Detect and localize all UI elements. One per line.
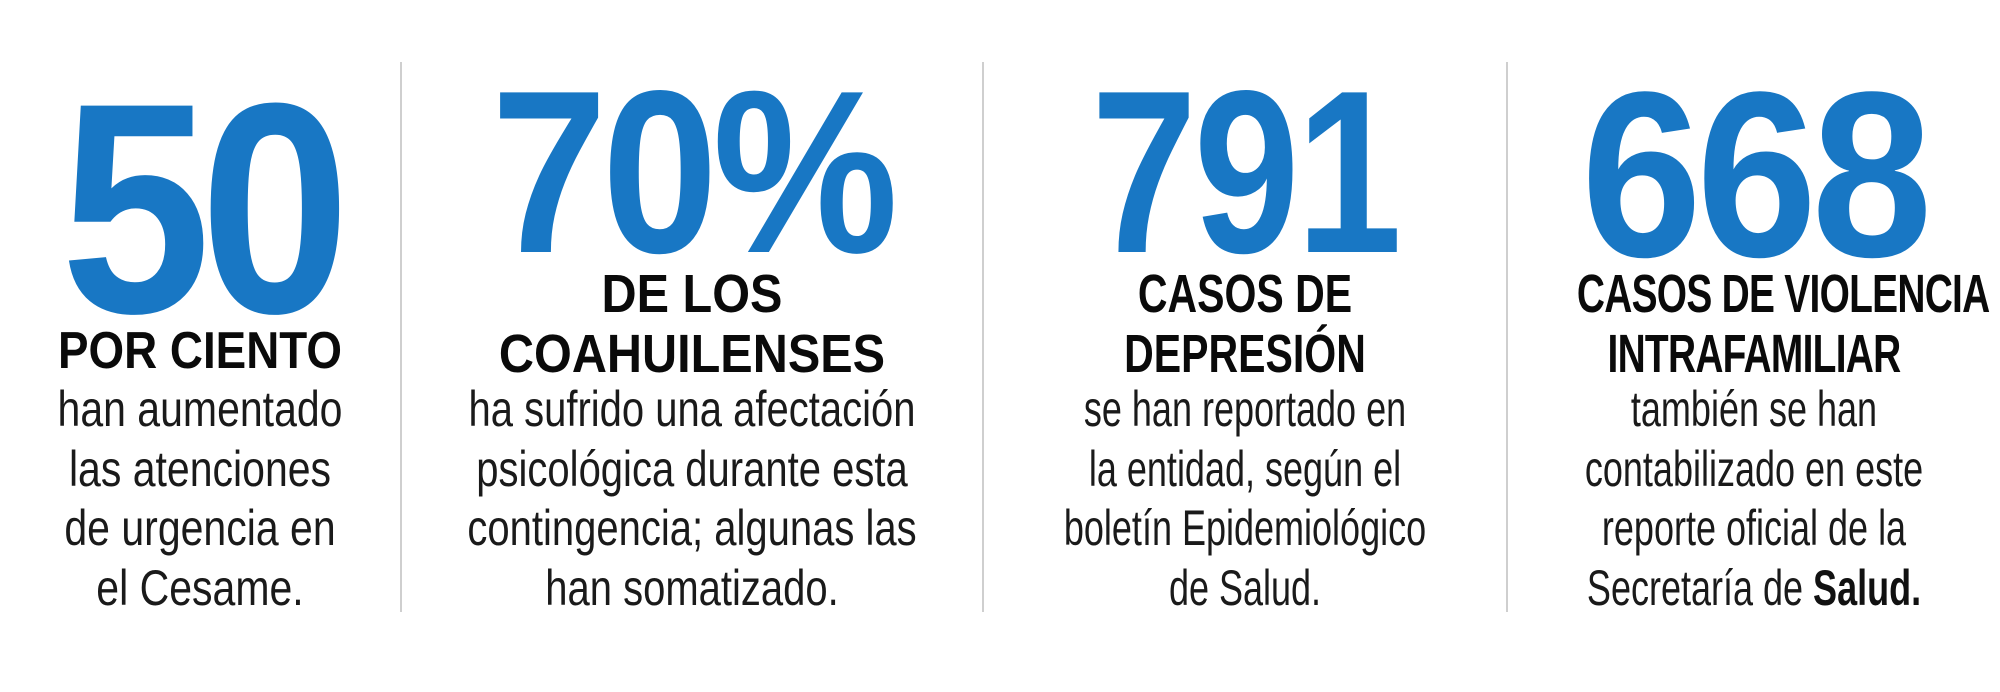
description-line: también se han (1630, 381, 1878, 437)
heading-line: DEPRESIÓN (1124, 324, 1366, 384)
stat-number: 50 (60, 40, 351, 376)
description-line: el Cesame. (96, 559, 304, 616)
description-line: se han reportado en (1083, 381, 1407, 437)
stat-heading: CASOS DE VIOLENCIA INTRAFAMILIAR (1576, 264, 1990, 387)
stat-description: también se han contabilizado en este rep… (1577, 380, 1931, 618)
heading-line: COAHUILENSES (498, 324, 886, 384)
description-line: ha sufrido una afectación (468, 381, 916, 437)
description-line: reporte oficial de la (1601, 500, 1907, 556)
stat-description: ha sufrido una afectación psicológica du… (460, 380, 924, 618)
description-line: de Salud. (1168, 559, 1322, 616)
stat-number: 791 (1091, 43, 1402, 302)
column-divider (982, 62, 984, 612)
stat-column-2: 70% DE LOS COAHUILENSES ha sufrido una a… (402, 0, 982, 692)
stat-heading: POR CIENTO (24, 325, 376, 385)
stat-heading: DE LOS COAHUILENSES (431, 267, 953, 387)
description-bold-text: Salud. (1813, 559, 1922, 616)
heading-line: DE LOS (601, 264, 783, 324)
stat-number: 668 (1581, 43, 1932, 307)
stat-number: 70% (491, 43, 898, 302)
description-line: la entidad, según el (1088, 440, 1402, 497)
description-line: han aumentado (57, 381, 343, 437)
heading-line: CASOS DE (1137, 264, 1353, 324)
description-line: Secretaría de Salud. (1577, 559, 1931, 619)
column-divider (400, 62, 402, 612)
description-line: las atenciones (68, 440, 332, 497)
description-line: psicológica durante esta (476, 440, 908, 497)
stat-description: han aumentado las atenciones de urgencia… (36, 380, 364, 618)
description-line: contingencia; algunas las (467, 500, 917, 556)
stat-description: se han reportado en la entidad, según el… (1057, 380, 1433, 618)
description-line: de urgencia en (64, 500, 336, 556)
stat-heading: CASOS DE DEPRESIÓN (1047, 267, 1444, 387)
description-text: Secretaría de (1586, 559, 1814, 616)
stat-column-1: 50 POR CIENTO han aumentado las atencion… (0, 0, 400, 692)
stat-column-3: 791 CASOS DE DEPRESIÓN se han reportado … (984, 0, 1506, 692)
heading-line: INTRAFAMILIAR (1607, 324, 1901, 384)
heading-line: POR CIENTO (58, 322, 342, 380)
description-line: han somatizado. (545, 559, 839, 616)
column-divider (1506, 62, 1508, 612)
stat-column-4: 668 CASOS DE VIOLENCIA INTRAFAMILIAR tam… (1508, 0, 2000, 692)
description-line: boletín Epidemiológico (1063, 500, 1427, 556)
heading-line: CASOS DE VIOLENCIA (1576, 264, 1990, 324)
description-line: contabilizado en este (1584, 440, 1924, 497)
